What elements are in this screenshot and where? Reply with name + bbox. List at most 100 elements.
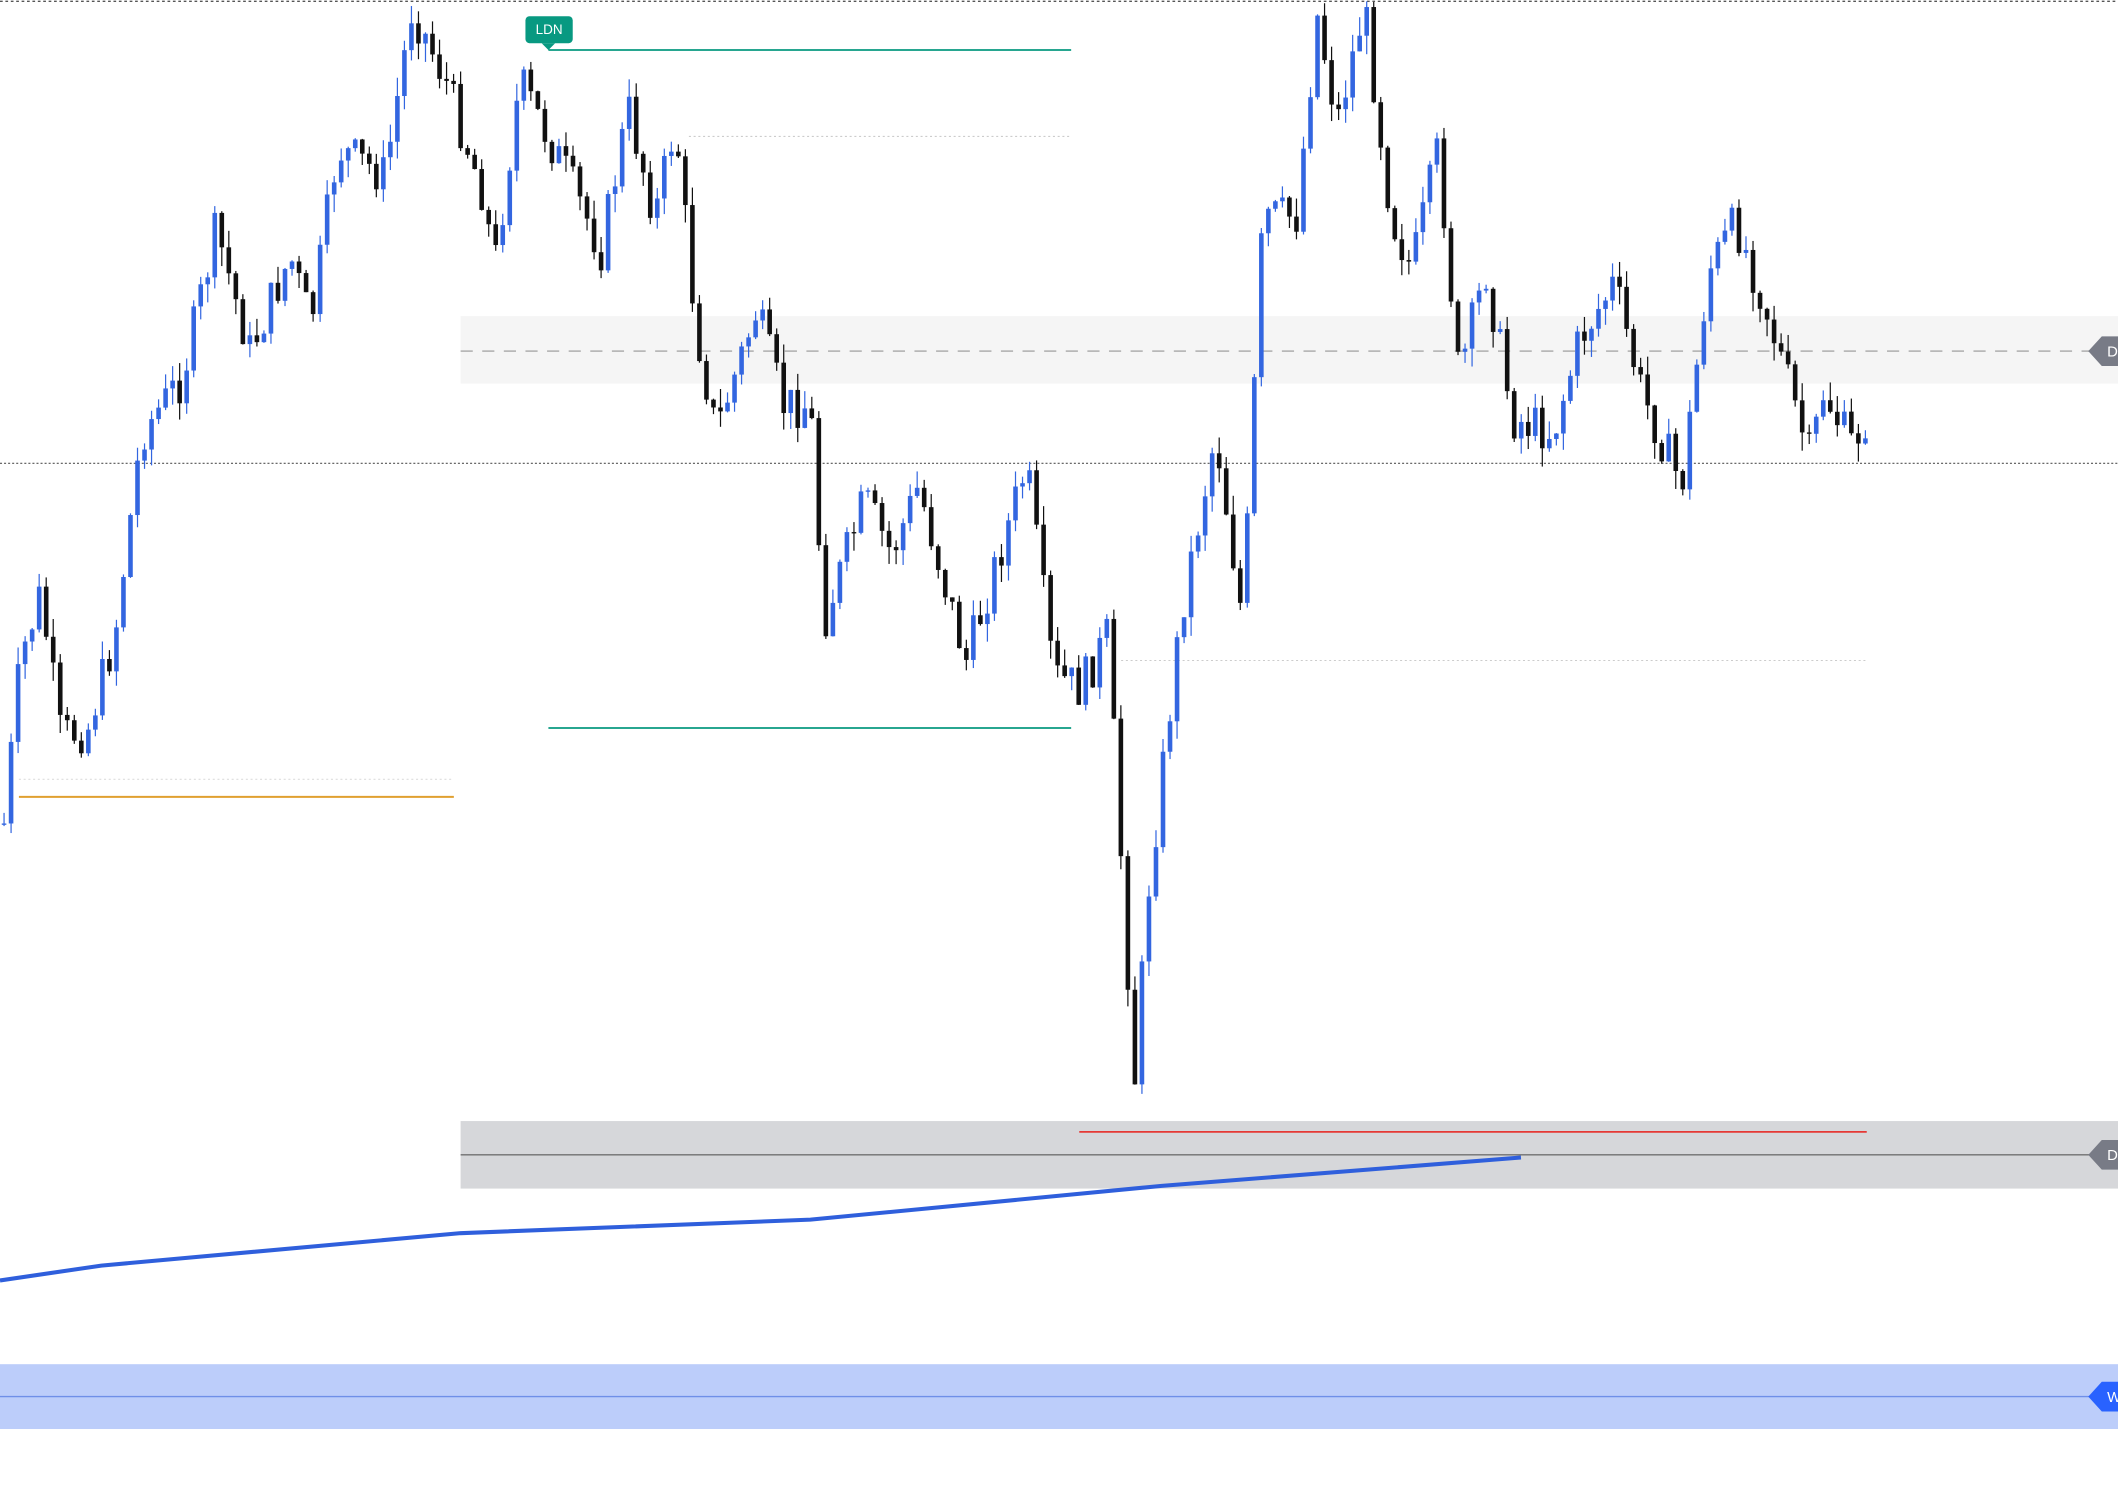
- candle-body: [1476, 290, 1482, 303]
- candle-body: [1132, 989, 1138, 1085]
- candle-body: [163, 388, 168, 408]
- tag-pointer: [541, 43, 556, 50]
- candle-body: [795, 389, 801, 428]
- candle-body: [493, 224, 499, 246]
- candle-body: [1483, 288, 1489, 291]
- candle-body: [437, 54, 442, 79]
- candle-body: [8, 741, 14, 824]
- candle-body: [107, 659, 112, 672]
- candle-body: [1582, 331, 1587, 341]
- candle-body: [1666, 433, 1672, 462]
- upper-zone-tag: D: [2088, 336, 2118, 367]
- candle-body: [1455, 301, 1461, 352]
- candle-body: [1490, 288, 1496, 332]
- candle-body: [500, 225, 506, 246]
- candle-body: [1589, 328, 1594, 341]
- candle-body: [1266, 208, 1271, 234]
- candle-body: [268, 282, 274, 334]
- candle-body: [1139, 961, 1145, 1085]
- candle-body: [430, 33, 435, 55]
- candle-body: [219, 212, 225, 248]
- tag-label: W: [2107, 1390, 2118, 1406]
- candle-body: [282, 268, 288, 301]
- candle-body: [1167, 721, 1173, 752]
- candle-body: [619, 128, 625, 187]
- candle-body: [1561, 400, 1566, 434]
- candle-body: [985, 613, 990, 625]
- candle-body: [521, 69, 527, 101]
- candle-body: [1034, 470, 1039, 525]
- candle-body: [71, 720, 77, 741]
- candle-body: [732, 374, 737, 403]
- candle-body: [830, 602, 836, 637]
- candle-body: [753, 320, 758, 338]
- candle-body: [1020, 483, 1025, 487]
- candle-body: [556, 146, 562, 164]
- candle-body: [303, 273, 309, 293]
- candle-body: [1441, 138, 1447, 229]
- candle-body: [1722, 230, 1728, 242]
- candle-body: [142, 449, 147, 461]
- candle-body: [1750, 249, 1756, 293]
- candle-body: [1525, 421, 1531, 436]
- candle-body: [1181, 617, 1187, 638]
- candle-body: [338, 160, 344, 183]
- candle-body: [1413, 232, 1419, 262]
- candle-body: [1568, 375, 1573, 401]
- candle-body: [1645, 374, 1650, 406]
- candle-body: [767, 309, 772, 335]
- candle-body: [507, 170, 513, 226]
- candle-body: [1111, 618, 1117, 719]
- candle-body: [1083, 656, 1089, 705]
- candle-body: [1764, 308, 1770, 320]
- candle-body: [760, 309, 765, 321]
- candle-body: [1835, 411, 1840, 426]
- candle-body: [1118, 718, 1124, 857]
- candle-body: [1827, 400, 1833, 412]
- candle-body: [1125, 856, 1131, 990]
- candle-body: [247, 335, 253, 345]
- candle-body: [1596, 308, 1601, 329]
- candle-body: [1343, 97, 1348, 110]
- candle-body: [872, 490, 878, 504]
- tag-bg: [525, 16, 573, 44]
- candle-body: [1357, 35, 1362, 52]
- candle-body: [851, 532, 857, 534]
- candle-body: [416, 23, 421, 44]
- candle-body: [451, 80, 456, 84]
- tag-label: D: [2107, 1148, 2118, 1164]
- candle-body: [1518, 421, 1524, 439]
- candle-body: [149, 419, 154, 450]
- candle-body: [865, 490, 871, 492]
- candle-body: [992, 557, 997, 614]
- candle-body: [1195, 535, 1201, 552]
- tag-bg: [2088, 1381, 2118, 1412]
- candle-body: [198, 284, 204, 307]
- candle-body: [514, 100, 520, 171]
- candle-body: [1160, 751, 1166, 848]
- candle-body: [921, 487, 927, 508]
- candle-body: [1610, 276, 1615, 301]
- candle-body: [114, 627, 119, 672]
- candle-body: [1863, 438, 1868, 444]
- candle-body: [1259, 233, 1264, 378]
- candle-body: [781, 362, 787, 414]
- candle-body: [1469, 302, 1475, 349]
- tag-label: D: [2107, 344, 2118, 360]
- candle-body: [535, 91, 541, 109]
- candle-body: [1757, 292, 1763, 309]
- candle-body: [690, 205, 695, 304]
- candle-body: [1434, 138, 1440, 165]
- session-tag: LDN: [525, 16, 573, 50]
- candle-body: [746, 337, 751, 347]
- candle-body: [1701, 321, 1707, 365]
- candle-body: [739, 346, 744, 375]
- candle-body: [1806, 432, 1812, 434]
- candle-body: [971, 615, 976, 660]
- candle-body: [647, 172, 653, 218]
- candle-body: [79, 740, 84, 754]
- candle-body: [1364, 7, 1370, 36]
- candle-body: [816, 418, 822, 546]
- candle-body: [156, 407, 161, 420]
